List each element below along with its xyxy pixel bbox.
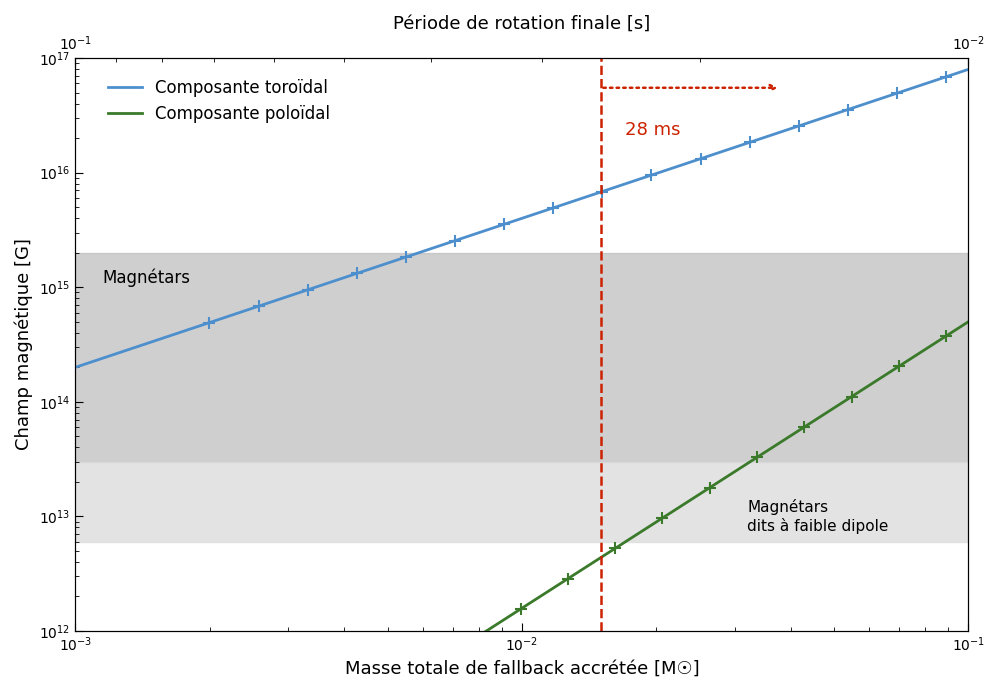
- X-axis label: Masse totale de fallback accrétée [M☉]: Masse totale de fallback accrétée [M☉]: [345, 660, 699, 678]
- Composante toroïdal: [962, 65, 974, 73]
- Composante toroïdal: [494, 222, 506, 230]
- Bar: [75, 253, 968, 462]
- Composante toroïdal: [801, 119, 813, 128]
- Legend: Composante toroïdal, Composante poloïdal: Composante toroïdal, Composante poloïdal: [102, 72, 337, 130]
- Line: Composante poloïdal: Composante poloïdal: [75, 322, 968, 693]
- Composante poloïdal: [553, 581, 565, 589]
- Composante poloïdal: [601, 550, 613, 558]
- Line: Composante toroïdal: Composante toroïdal: [75, 69, 968, 367]
- Composante poloïdal: [941, 331, 953, 340]
- Composante toroïdal: [941, 72, 953, 80]
- X-axis label: Période de rotation finale [s]: Période de rotation finale [s]: [393, 15, 651, 33]
- Composante toroïdal: [553, 202, 565, 210]
- Composante poloïdal: [801, 421, 813, 429]
- Composante poloïdal: [494, 618, 506, 626]
- Composante toroïdal: [601, 186, 613, 194]
- Composante poloïdal: [962, 317, 974, 326]
- Text: Magnétars
dits à faible dipole: Magnétars dits à faible dipole: [747, 499, 889, 534]
- Composante poloïdal: [499, 615, 511, 623]
- Bar: [75, 462, 968, 542]
- Text: Magnétars: Magnétars: [103, 269, 191, 288]
- Composante toroïdal: [69, 363, 81, 371]
- Text: 28 ms: 28 ms: [625, 121, 680, 139]
- Y-axis label: Champ magnétique [G]: Champ magnétique [G]: [15, 238, 34, 450]
- Composante toroïdal: [499, 220, 511, 228]
